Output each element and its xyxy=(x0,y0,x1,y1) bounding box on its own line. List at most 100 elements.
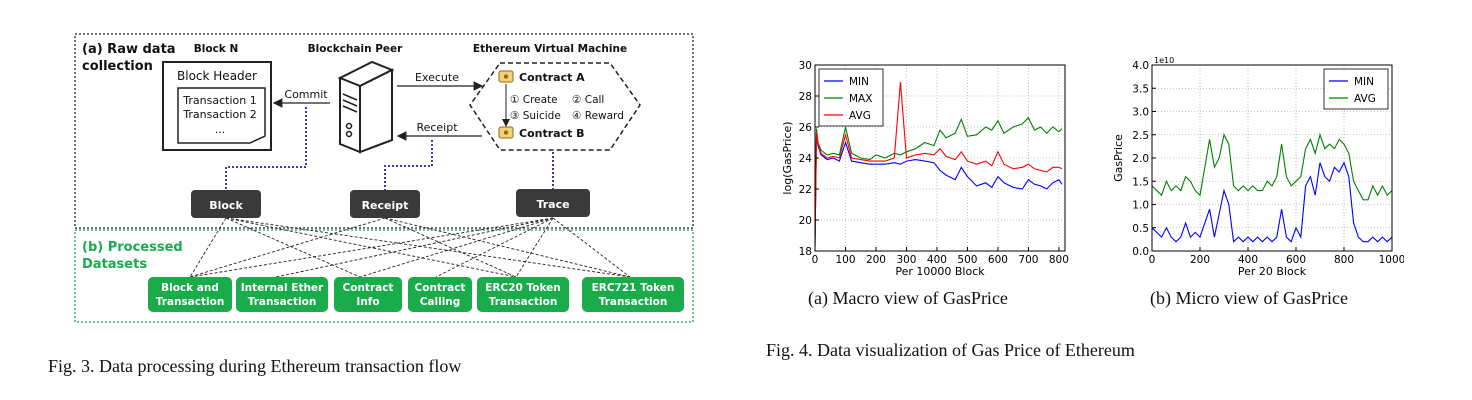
op-suicide: ③ Suicide xyxy=(510,110,561,122)
evm-label: Ethereum Virtual Machine xyxy=(473,43,627,55)
legend-label: AVG xyxy=(849,110,871,122)
x-tick-label: 400 xyxy=(927,254,947,266)
dataset-label: Transaction xyxy=(489,296,558,308)
series-line-max xyxy=(814,116,1063,247)
y-tick-label: 24 xyxy=(799,153,813,165)
receipt-node xyxy=(350,190,420,218)
section-a-title-2: collection xyxy=(82,59,153,74)
micro-gasprice-chart: 0 200 400 600 800 1000 0.0 0.5 1.0 1.5 2.0 2.5 3.0 3.… xyxy=(1112,56,1404,278)
legend-box xyxy=(1323,68,1389,110)
x-tick-label: 100 xyxy=(835,254,855,266)
x-axis-label: Per 20 Block xyxy=(1238,265,1307,278)
y-scale-label: 1e10 xyxy=(1154,56,1174,65)
op-call: ② Call xyxy=(572,94,604,106)
x-tick-label: 400 xyxy=(1238,254,1258,266)
wallet-icon xyxy=(498,70,514,83)
server-icon xyxy=(337,60,395,154)
block-header-label: Block Header xyxy=(177,69,257,83)
trace-node xyxy=(516,189,590,217)
series-line-min xyxy=(814,134,1063,244)
series-line-min xyxy=(1151,161,1393,243)
y-tick-label: 1.5 xyxy=(1132,176,1149,188)
dataset-label: Transaction xyxy=(599,296,668,308)
dataset-label: Calling xyxy=(420,296,461,308)
execute-label: Execute xyxy=(415,71,459,84)
block-node-label: Block xyxy=(209,199,243,212)
receipt-arrow-label: Receipt xyxy=(416,121,458,134)
y-tick-label: 2.0 xyxy=(1132,153,1149,165)
dataset-label: ERC20 Token xyxy=(485,282,561,294)
op-reward: ④ Reward xyxy=(572,110,624,122)
section-b-title-2: Datasets xyxy=(82,257,147,272)
fig3-caption: Fig. 3. Data processing during Ethereum … xyxy=(48,356,462,376)
dataset-box xyxy=(408,277,472,312)
block-node xyxy=(191,190,261,218)
dataset-label: Contract xyxy=(415,282,466,294)
wallet-icon xyxy=(498,126,514,139)
blockchain-peer-label: Blockchain Peer xyxy=(308,43,403,55)
commit-label: Commit xyxy=(284,88,328,101)
transactions-doc xyxy=(177,87,266,144)
tx2-label: Transaction 2 xyxy=(182,108,256,121)
y-tick-label: 0.5 xyxy=(1132,223,1149,235)
x-tick-label: 800 xyxy=(1049,254,1069,266)
y-axis-label: log(GasPrice) xyxy=(781,121,794,194)
receipt-node-label: Receipt xyxy=(362,199,409,212)
dataset-box xyxy=(582,277,684,312)
x-tick-label: 800 xyxy=(1334,254,1354,266)
legend-label: MIN xyxy=(849,76,869,88)
dataset-box xyxy=(236,277,328,312)
dataset-links xyxy=(189,217,631,278)
x-tick-label: 200 xyxy=(1190,254,1210,266)
y-tick-label: 3.5 xyxy=(1132,83,1149,95)
dataset-label: Block and xyxy=(161,282,219,294)
dataset-label: Transaction xyxy=(248,296,317,308)
processed-datasets-frame xyxy=(74,229,694,323)
x-tick-label: 0 xyxy=(812,254,819,266)
x-tick-label: 700 xyxy=(1018,254,1038,266)
x-tick-label: 1000 xyxy=(1379,254,1404,266)
y-tick-label: 18 xyxy=(799,246,812,258)
x-axis-label: Per 10000 Block xyxy=(895,265,985,278)
dataset-boxes: Block and Transaction Internal Ether Tra… xyxy=(148,277,684,312)
raw-collection-frame xyxy=(74,33,694,229)
y-tick-label: 30 xyxy=(799,60,812,72)
sub-a-caption: (a) Macro view of GasPrice xyxy=(808,288,1008,308)
x-tick-label: 300 xyxy=(896,254,916,266)
y-tick-label: 1.0 xyxy=(1132,200,1149,212)
section-b-title: (b) Processed xyxy=(82,240,183,255)
legend-label: AVG xyxy=(1354,93,1376,105)
x-tick-label: 500 xyxy=(957,254,977,266)
y-axis-label: GasPrice xyxy=(1112,134,1125,182)
op-create: ① Create xyxy=(510,94,558,106)
contract-b-label: Contract B xyxy=(519,127,585,140)
receipt-connector xyxy=(384,140,433,190)
y-tick-label: 3.0 xyxy=(1132,107,1149,119)
dataset-label: Internal Ether xyxy=(241,282,324,294)
x-tick-label: 600 xyxy=(988,254,1008,266)
dataset-box xyxy=(148,277,232,312)
fig4-caption: Fig. 4. Data visualization of Gas Price … xyxy=(766,340,1135,360)
block-connector xyxy=(225,107,307,190)
y-tick-label: 26 xyxy=(799,122,813,134)
tx-ellipsis: ... xyxy=(215,123,226,136)
y-tick-label: 20 xyxy=(799,215,812,227)
y-tick-label: 22 xyxy=(799,184,812,196)
x-tick-label: 200 xyxy=(866,254,886,266)
block-n-label: Block N xyxy=(194,43,238,55)
section-a-title: (a) Raw data xyxy=(82,42,176,57)
y-tick-label: 28 xyxy=(799,91,812,103)
y-tick-label: 4.0 xyxy=(1132,60,1149,72)
series-line-avg xyxy=(1151,132,1393,201)
sub-b-caption: (b) Micro view of GasPrice xyxy=(1150,288,1348,308)
dataset-label: Contract xyxy=(343,282,394,294)
dataset-label: Transaction xyxy=(156,296,225,308)
contract-a-label: Contract A xyxy=(519,71,585,84)
x-tick-label: 600 xyxy=(1286,254,1306,266)
tx1-label: Transaction 1 xyxy=(182,94,256,107)
dataset-label: Info xyxy=(356,296,379,308)
x-tick-label: 0 xyxy=(1149,254,1156,266)
dataset-label: ERC721 Token xyxy=(592,282,675,294)
y-tick-label: 0.0 xyxy=(1132,246,1149,258)
fig3-diagram: (a) Raw data collection Block N Blockcha… xyxy=(74,33,694,323)
